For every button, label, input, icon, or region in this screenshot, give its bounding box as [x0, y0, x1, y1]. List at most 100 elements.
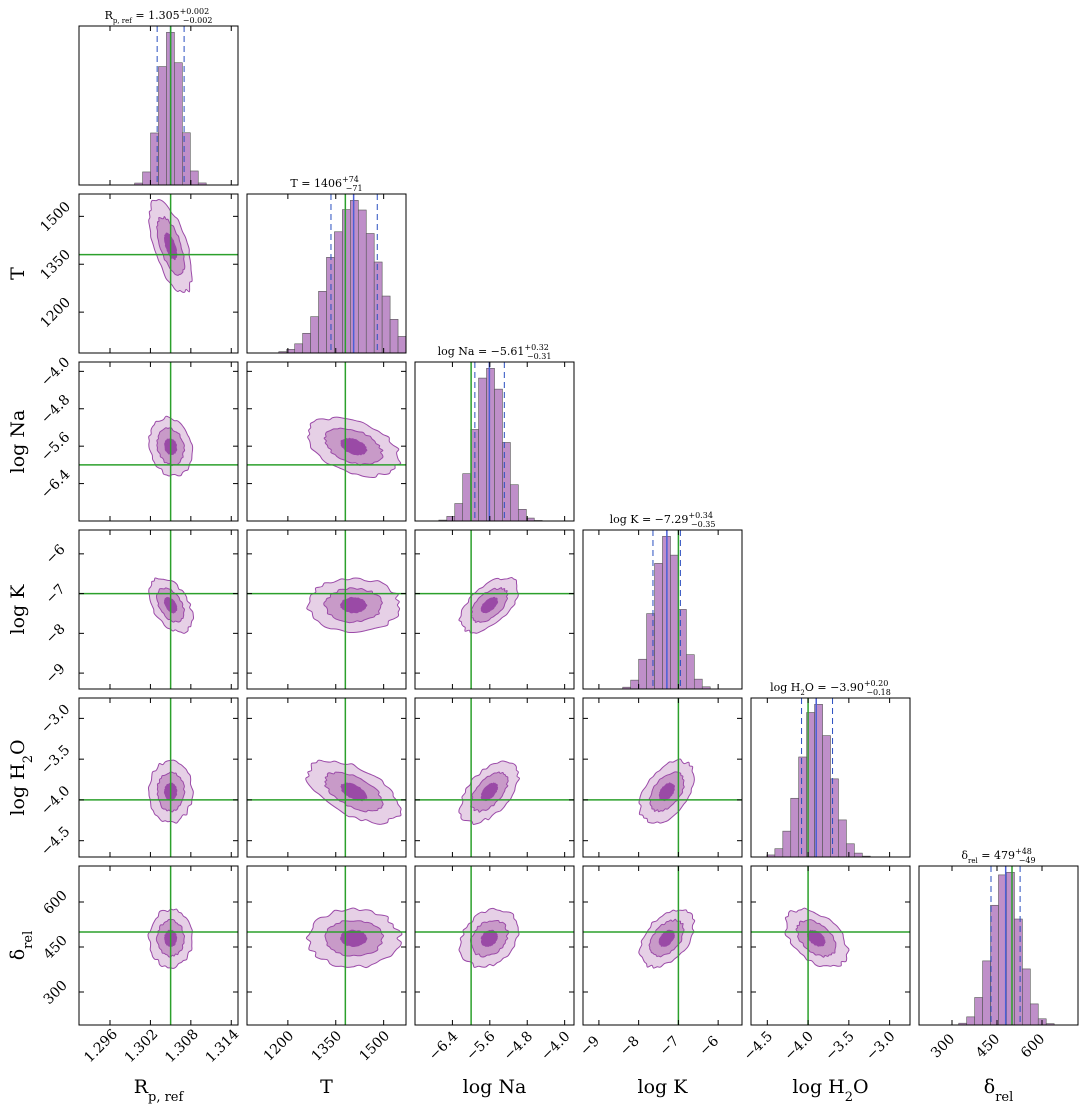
contour-panel-T-Na [246, 361, 407, 522]
x-tick-label: 1200 [261, 1028, 298, 1065]
hist-bar [630, 679, 639, 689]
hist-bar [334, 231, 343, 353]
y-tick-label: −4.0 [38, 783, 73, 818]
y-tick-label: −8 [43, 621, 69, 647]
contour-panel-H2O-delta [750, 865, 911, 1026]
x-tick-label: −4.8 [501, 1028, 536, 1063]
hist-bar [982, 960, 991, 1025]
y-tick-label: −4.8 [38, 392, 73, 427]
contour-panel-R-T [78, 193, 239, 354]
x-tick-label: 1.296 [81, 1026, 121, 1066]
x-tick-label: 1.308 [162, 1026, 202, 1066]
hist-bar [302, 332, 311, 353]
hist-bar [342, 209, 351, 353]
x-axis-label-Na: log Na [463, 1076, 527, 1098]
y-tick-label: −9 [43, 661, 69, 687]
y-axis-label-K: log K [7, 584, 29, 635]
y-axis-label-T: T [7, 267, 29, 280]
x-axis-label-delta: δrel [984, 1076, 1014, 1105]
hist-bar [142, 171, 151, 185]
hist-bar [678, 609, 687, 689]
hist-bar [365, 233, 375, 353]
x-tick-label: 1.302 [122, 1026, 162, 1066]
hist-bar [782, 830, 792, 857]
contour-panel-K-delta [582, 865, 743, 1026]
contour-level-third [658, 782, 675, 802]
x-tick-label: −5.6 [463, 1028, 498, 1063]
x-tick-label: −7 [657, 1033, 683, 1059]
hist-panel-delta [918, 865, 1079, 1026]
contour-level-third [340, 437, 368, 456]
y-tick-label: 1200 [37, 295, 74, 332]
hist-bar [389, 319, 399, 353]
hist-bar [494, 388, 503, 521]
x-tick-label: −3.0 [863, 1028, 898, 1063]
title-Na: log Na = −5.61+0.32 −0.31 [438, 343, 552, 361]
y-tick-label: 450 [41, 933, 71, 963]
hist-panel-Na [414, 361, 575, 522]
hist-bar [790, 797, 799, 857]
hist-bar [693, 678, 703, 689]
hist-panel-H2O [750, 697, 911, 858]
contour-panel-T-delta [246, 865, 407, 1026]
y-tick-label: 1350 [37, 247, 74, 284]
hist-bar [1014, 918, 1023, 1025]
y-axis-label-Na: log Na [7, 410, 29, 474]
y-tick-label: −3.5 [38, 742, 73, 777]
contour-level-third [340, 782, 368, 802]
hist-bar [854, 852, 863, 857]
x-axis-label-H2O: log H2O [792, 1076, 868, 1105]
title-T: T = 1406+74 −71 [290, 175, 362, 193]
hist-bar [670, 554, 679, 689]
x-tick-label: 1350 [309, 1028, 346, 1065]
hist-bar [798, 756, 807, 857]
hist-bar [686, 654, 695, 689]
y-tick-label: −7 [43, 581, 69, 607]
contour-panel-Na-H2O [414, 697, 575, 858]
y-tick-label: −6 [43, 542, 69, 568]
hist-bar [518, 509, 527, 521]
hist-panel-K [582, 529, 743, 690]
hist-bar [638, 658, 647, 689]
hist-bar [774, 848, 784, 857]
hist-bar [525, 517, 535, 521]
x-tick-label: 1.314 [203, 1026, 243, 1066]
title-delta: δrel = 479+48 −49 [961, 847, 1035, 865]
hist-bar [510, 484, 519, 521]
hist-bar [838, 819, 847, 857]
hist-bar [446, 516, 456, 521]
x-axis-label-R: Rp, ref [134, 1076, 185, 1105]
contour-panel-Na-delta [414, 865, 575, 1026]
y-tick-label: 600 [41, 888, 71, 918]
y-tick-label: −4.0 [38, 354, 73, 389]
x-tick-label: −6 [696, 1033, 722, 1059]
y-tick-label: −3.0 [38, 701, 73, 736]
contour-panel-R-Na [78, 361, 239, 522]
x-tick-label: −3.5 [822, 1028, 857, 1063]
hist-bar [454, 503, 463, 521]
hist-bar [357, 209, 367, 353]
x-tick-label: 450 [973, 1031, 1003, 1061]
hist-bar [294, 343, 303, 353]
hist-panel-T [246, 193, 407, 354]
hist-bar [830, 778, 839, 857]
title-R: Rp, ref = 1.305+0.002 −0.002 [105, 7, 213, 25]
hist-bar [158, 66, 167, 185]
contour-panel-T-H2O [246, 697, 407, 858]
hist-panel-R [78, 25, 239, 186]
contour-panel-R-H2O [78, 697, 239, 858]
contour-panel-T-K [246, 529, 407, 690]
y-tick-label: −5.6 [38, 429, 73, 464]
hist-bar [478, 377, 487, 521]
hist-bar [486, 368, 495, 521]
contour-level-third [480, 596, 499, 614]
x-tick-label: −8 [617, 1033, 643, 1059]
hist-bar [966, 1016, 975, 1025]
hist-bar [190, 170, 199, 185]
x-tick-label: −4.5 [741, 1028, 776, 1063]
contour-panel-R-delta [78, 865, 239, 1026]
y-tick-label: 300 [41, 978, 71, 1008]
x-tick-label: 1500 [357, 1028, 394, 1065]
y-tick-label: −6.4 [38, 467, 73, 502]
